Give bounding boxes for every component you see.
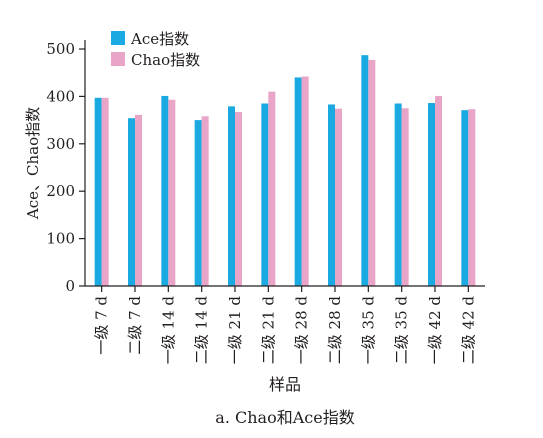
x-tick-label: 二级 42 d [459, 296, 477, 365]
bar-ace [261, 103, 269, 286]
bar-ace [161, 95, 169, 287]
y-tick-label: 0 [65, 277, 75, 295]
y-axis-label: Ace、Chao指数 [24, 107, 42, 220]
x-tick-label: 二级 35 d [393, 296, 411, 365]
bar-ace [461, 110, 469, 287]
x-tick-label: 二级 28 d [326, 296, 344, 365]
axes-group [84, 40, 485, 287]
legend-swatch [111, 52, 125, 66]
x-tick-label: 一级 35 d [359, 296, 377, 365]
y-tick-label: 500 [46, 40, 75, 58]
x-ticks-group: 一级 7 d 二级 7 d 一级 14 d 二级 14 d 一级 21 d 二级 21 d… [93, 286, 477, 365]
bar-ace [328, 104, 335, 286]
x-tick-label: 一级 28 d [293, 296, 311, 365]
y-tick-label: 100 [46, 230, 75, 248]
y-tick-label: 400 [46, 87, 75, 105]
bars-group [94, 55, 476, 287]
bar-chao [268, 91, 276, 286]
bar-chao [368, 59, 376, 286]
bar-chao [335, 108, 342, 286]
y-ticks-group: 0 100 200 300 400 500 [46, 40, 85, 295]
bar-chao [435, 95, 442, 287]
bar-chao [168, 99, 176, 286]
bar-chao [201, 116, 209, 286]
y-tick-label: 300 [46, 135, 75, 153]
legend: Ace指数 Chao指数 [111, 30, 200, 69]
bar-ace [194, 120, 202, 286]
x-tick-label: 一级 14 d [159, 296, 177, 365]
bar-chao [401, 108, 409, 286]
bar-ace [94, 97, 102, 287]
bar-chao [468, 109, 476, 286]
bar-chao [101, 97, 109, 287]
x-tick-label: 一级 21 d [226, 296, 244, 365]
x-tick-label: 一级 7 d [93, 296, 111, 355]
bar-ace [394, 103, 402, 286]
legend-swatch [111, 31, 125, 45]
x-axis-label: 样品 [269, 375, 301, 394]
legend-label: Chao指数 [131, 51, 200, 69]
y-tick-label: 200 [46, 182, 75, 200]
x-tick-label: 二级 7 d [126, 296, 144, 355]
bar-ace [361, 55, 369, 286]
bar-ace [128, 118, 135, 286]
bar-ace [428, 103, 435, 286]
bar-ace [294, 77, 302, 286]
x-tick-label: 二级 21 d [259, 296, 277, 365]
bar-chao [301, 76, 309, 286]
bar-ace [228, 106, 235, 286]
bar-chao [235, 112, 242, 287]
x-tick-label: 二级 14 d [193, 296, 211, 365]
bar-chao [135, 114, 142, 286]
x-tick-label: 一级 42 d [426, 296, 444, 365]
legend-label: Ace指数 [130, 30, 189, 48]
chart-caption: a. Chao和Ace指数 [215, 408, 354, 427]
